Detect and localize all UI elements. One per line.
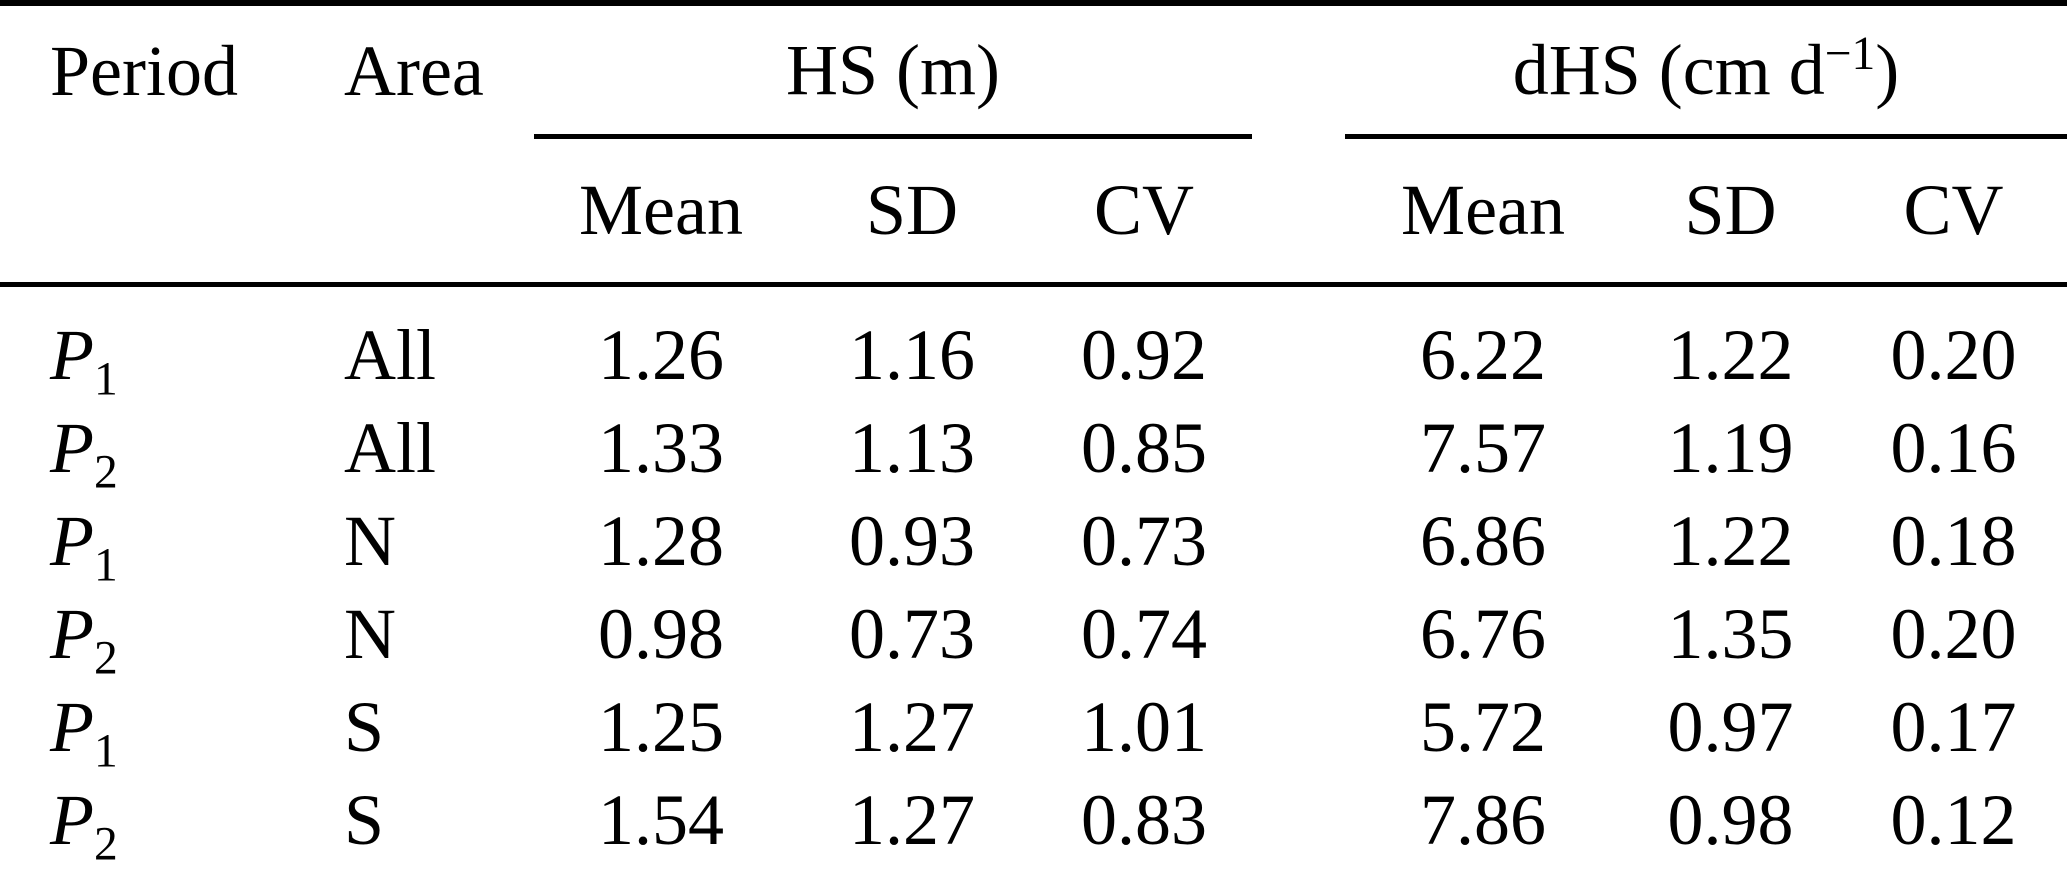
group-gap: [1252, 136, 1346, 287]
hs-mean-cell: 1.28: [598, 501, 724, 581]
group-gap: [1252, 495, 1345, 588]
empty-cell: [336, 136, 534, 287]
table-row: P2 S 1.54 1.27 0.83 7.86 0.98 0.12: [0, 774, 2067, 870]
period-column-header: Period: [50, 30, 238, 111]
table-body: P1 All 1.26 1.16 0.92 6.22 1.22 0.20 P2 …: [0, 285, 2067, 868]
dhs-group-header: dHS (cm d−1): [1345, 3, 2067, 139]
period-subscript: 2: [93, 818, 118, 870]
dhs-sd-cell: 1.22: [1667, 315, 1794, 395]
period-subscript: 2: [93, 632, 118, 685]
dhs-sd-header: SD: [1621, 136, 1841, 287]
dhs-cv-cell: 0.20: [1890, 594, 2017, 674]
dhs-cv-cell: 0.17: [1890, 687, 2017, 767]
area-cell: S: [344, 687, 385, 767]
dhs-mean-cell: 5.72: [1420, 687, 1547, 767]
dhs-mean-cell: 6.86: [1420, 501, 1547, 581]
dhs-mean-cell: 7.86: [1420, 780, 1547, 860]
hs-group-header: HS (m): [534, 3, 1253, 139]
dhs-sd-cell: 0.97: [1667, 687, 1794, 767]
hs-sd-cell: 1.13: [849, 408, 975, 488]
hs-sd-cell: 0.73: [849, 594, 975, 674]
table-row: P2 N 0.98 0.73 0.74 6.76 1.35 0.20: [0, 588, 2067, 685]
area-column-header: Area: [344, 30, 484, 111]
table-row: P2 All 1.33 1.13 0.85 7.57 1.19 0.16: [0, 402, 2067, 499]
area-cell: All: [344, 408, 437, 488]
period-symbol: P: [50, 780, 94, 860]
period-cell: P1: [0, 285, 336, 403]
dhs-unit-exponent: −1: [1824, 27, 1876, 80]
hs-cv-cell: 0.83: [1081, 780, 1207, 860]
group-gap: [1252, 681, 1345, 774]
table-row: P1 N 1.28 0.93 0.73 6.86 1.22 0.18: [0, 495, 2067, 592]
area-cell: All: [344, 315, 437, 395]
period-cell: P2: [0, 588, 336, 685]
table-header: Period Area HS (m) dHS (cm d−1) Mean SD …: [0, 3, 2067, 287]
period-symbol: P: [50, 687, 94, 767]
group-gap: [1252, 774, 1345, 867]
hs-sd-header: SD: [788, 136, 1036, 287]
hs-mean-cell: 1.25: [598, 687, 724, 767]
hs-mean-cell: 1.26: [598, 315, 724, 395]
period-cell: P1: [0, 681, 336, 778]
period-cell: P2: [0, 774, 336, 870]
period-cell: P1: [0, 495, 336, 592]
hs-cv-cell: 0.73: [1081, 501, 1207, 581]
dhs-cv-header: CV: [1840, 136, 2067, 287]
hs-sd-cell: 1.16: [849, 315, 975, 395]
hs-mean-header: Mean: [534, 136, 788, 287]
hs-mean-cell: 0.98: [598, 594, 724, 674]
hs-mean-cell: 1.33: [598, 408, 724, 488]
dhs-unit-post: ): [1875, 29, 1900, 110]
dhs-mean-cell: 6.76: [1420, 594, 1547, 674]
dhs-sd-cell: 0.98: [1667, 780, 1794, 860]
dhs-cv-cell: 0.20: [1890, 315, 2017, 395]
dhs-mean-cell: 7.57: [1420, 408, 1547, 488]
hs-cv-cell: 0.85: [1081, 408, 1207, 488]
period-symbol: P: [50, 594, 94, 674]
sub-header-row: Mean SD CV Mean SD CV: [0, 136, 2067, 287]
period-symbol: P: [50, 315, 94, 395]
area-cell: N: [344, 594, 396, 674]
dhs-mean-cell: 6.22: [1420, 315, 1547, 395]
group-gap: [1252, 3, 1345, 137]
hs-cv-cell: 0.74: [1081, 594, 1207, 674]
group-header-row: Period Area HS (m) dHS (cm d−1): [0, 3, 2067, 139]
dhs-mean-header: Mean: [1345, 136, 1622, 287]
dhs-sd-cell: 1.35: [1667, 594, 1794, 674]
empty-cell: [0, 136, 336, 287]
dhs-sd-cell: 1.19: [1667, 408, 1794, 488]
period-cell: P2: [0, 402, 336, 499]
period-subscript: 1: [93, 539, 118, 592]
table-row: P1 All 1.26 1.16 0.92 6.22 1.22 0.20: [0, 285, 2067, 403]
hs-sd-cell: 1.27: [849, 687, 975, 767]
hs-sd-cell: 1.27: [849, 780, 975, 860]
dhs-cv-cell: 0.12: [1890, 780, 2017, 860]
group-gap: [1252, 588, 1345, 681]
dhs-unit-pre: dHS (cm d: [1512, 29, 1825, 110]
area-cell: N: [344, 501, 396, 581]
period-symbol: P: [50, 408, 94, 488]
group-gap: [1252, 285, 1345, 403]
dhs-sd-cell: 1.22: [1667, 501, 1794, 581]
dhs-cv-cell: 0.16: [1890, 408, 2017, 488]
period-symbol: P: [50, 501, 94, 581]
dhs-cv-cell: 0.18: [1890, 501, 2017, 581]
period-subscript: 1: [93, 725, 118, 778]
period-subscript: 1: [93, 353, 118, 406]
table-row: P1 S 1.25 1.27 1.01 5.72 0.97 0.17: [0, 681, 2067, 778]
hs-cv-cell: 1.01: [1081, 687, 1207, 767]
hs-cv-cell: 0.92: [1081, 315, 1207, 395]
hs-cv-header: CV: [1036, 136, 1253, 287]
group-gap: [1252, 402, 1345, 495]
hs-sd-cell: 0.93: [849, 501, 975, 581]
period-subscript: 2: [93, 446, 118, 499]
hs-mean-cell: 1.54: [598, 780, 724, 860]
area-cell: S: [344, 780, 385, 860]
